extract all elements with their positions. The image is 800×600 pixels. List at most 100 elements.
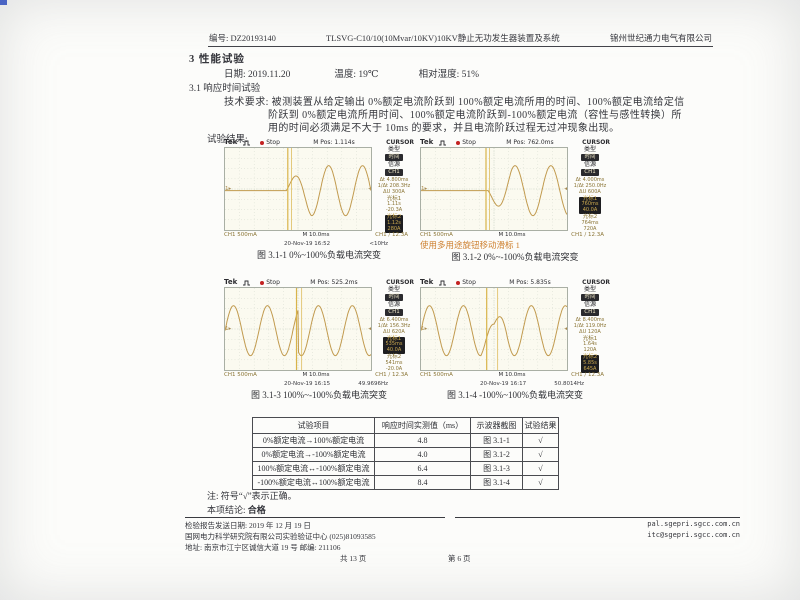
test-result-check: √ — [522, 433, 559, 448]
scope-datetime: 20-Nov-19 16:15 — [284, 381, 331, 387]
center-axes — [421, 148, 567, 230]
pages-total: 共 13 页 — [340, 554, 367, 563]
center-axes — [421, 288, 567, 370]
cursor-type-label: 类型 — [387, 146, 400, 153]
report-send-date: 检验报告发送日期: 2019 年 12 月 19 日 — [185, 521, 311, 530]
scan-artifact — [0, 0, 7, 5]
stop-label: Stop — [462, 139, 476, 146]
table-row: 100%额定电流↔-100%额定电流 6.4 图 3.1-3 √ — [252, 461, 559, 476]
red-stop-dot-icon — [456, 140, 461, 145]
waveform-canvas — [421, 148, 567, 230]
results-table: 试验项目 响应时间实测值（ms） 示波器截图 试验结果 0%额定电流→100%额定电流… — [252, 417, 559, 490]
trigger-frequency: <10Hz — [369, 241, 388, 247]
figure-ref: 图 3.1-1 — [470, 433, 523, 448]
scope-status-bar: Tek Stop M Pos: 5.835s CURSOR — [420, 278, 610, 287]
test-item: -100%额定电流↔100%额定电流 — [252, 475, 375, 490]
timebase-readout: M 10.0ms — [498, 372, 526, 378]
timebase-readout: M 10.0ms — [302, 372, 330, 378]
section-3-heading: 3 性能试验 — [189, 54, 245, 65]
figure-caption: 图 3.1-3 100%~-100%负载电流突变 — [250, 390, 388, 400]
table-row: 0%额定电流→-100%额定电流 4.0 图 3.1-2 √ — [252, 447, 559, 462]
channel-scale-readout: CH1 500mA — [420, 232, 453, 238]
square-pulse-icon — [243, 280, 251, 285]
doc-title: TLSVG-C10/10(10Mvar/10KV)10KV静止无功发生器装置及系… — [326, 33, 560, 43]
scope-graticule: 1▸ ◂ — [420, 287, 568, 371]
scope-status-bar: Tek Stop M Pos: 1.114s CURSOR — [224, 138, 414, 147]
scope-status-bar: Tek Stop M Pos: 762.0ms CURSOR — [420, 138, 610, 147]
figure-caption: 图 3.1-1 0%~100%负载电流突变 — [256, 250, 382, 260]
waveform-canvas — [225, 148, 371, 230]
delta-amp-readout: ΔU 600A — [579, 189, 601, 195]
cursor-source-button: CH1 — [385, 308, 403, 316]
scope-date-row: 20-Nov-19 16:15 49.9696Hz — [224, 380, 414, 389]
test-item: 0%额定电流→100%额定电流 — [252, 433, 375, 448]
scope-status-bar: Tek Stop M Pos: 525.2ms CURSOR — [224, 278, 414, 287]
temperature: 温度: 19℃ — [334, 70, 379, 80]
oscilloscope-screenshot: Tek Stop M Pos: 5.835s CURSOR 1▸ ◂ 类型 时间… — [420, 278, 610, 402]
waveform-canvas — [421, 288, 567, 370]
scope-graticule: 1▸ ◂ — [224, 287, 372, 371]
cursor-type-button: 时间 — [385, 153, 403, 161]
figure-caption: 图 3.1-2 0%~-100%负载电流突变 — [451, 252, 579, 262]
cursor-2-readout: 光标2 764ms 720A — [581, 214, 599, 232]
scope-bottom-bar: CH1 500mA M 10.0ms CH1 / 12.3A — [420, 231, 610, 240]
test-result-check: √ — [522, 461, 559, 476]
scope-datetime: 20-Nov-19 16:52 — [284, 241, 331, 247]
cursor-side-menu: 类型 时间 信源 CH1 Δt 4.800ms 1/Δt 208.3Hz ΔU … — [372, 146, 414, 233]
test-result-check: √ — [522, 475, 559, 490]
figure-ref: 图 3.1-3 — [470, 461, 523, 476]
scope-main: 1▸ ◂ 类型 时间 信源 CH1 Δt 8.400ms 1/Δt 119.0H… — [420, 286, 610, 373]
tek-logo: Tek — [224, 278, 238, 286]
knob-hint-text: 使用多用途旋钮移动滑标 1 — [420, 240, 520, 250]
oscilloscope-screenshot: Tek Stop M Pos: 762.0ms CURSOR 1▸ ◂ 类型 时… — [420, 138, 610, 264]
tech-requirement-line-1: 技术要求: 被测装置从给定输出 0%额定电流阶跃到 100%额定电流所用的时间、… — [224, 97, 685, 108]
delta-freq-readout: 1/Δt 250.0Hz — [573, 183, 607, 189]
center-axes — [225, 148, 371, 230]
cursor-side-menu: 类型 时间 信源 CH1 Δt 4.000ms 1/Δt 250.0Hz ΔU … — [568, 146, 610, 232]
figure-caption: 图 3.1-4 -100%~100%负载电流突变 — [446, 390, 584, 400]
response-time-ms: 4.8 — [374, 433, 471, 448]
cursor-1-readout: 光标1 1.11s -20.3A — [385, 195, 403, 214]
table-row: 0%额定电流→100%额定电流 4.8 图 3.1-1 √ — [252, 433, 559, 448]
delta-t-readout: Δt 4.000ms — [575, 177, 605, 183]
m-position-readout: M Pos: 525.2ms — [310, 279, 358, 286]
cursor-source-label: 信源 — [583, 301, 596, 308]
footer-rule-left — [185, 517, 445, 518]
scope-datetime: 20-Nov-19 16:17 — [480, 381, 527, 387]
cursor-source-label: 信源 — [583, 161, 596, 168]
figure-ref: 图 3.1-2 — [470, 447, 523, 462]
tek-logo: Tek — [420, 138, 434, 146]
m-position-readout: M Pos: 1.114s — [313, 139, 355, 146]
trigger-frequency: 49.9696Hz — [358, 381, 388, 387]
test-date: 日期: 2019.11.20 — [224, 70, 291, 80]
cursor-side-menu: 类型 时间 信源 CH1 Δt 8.400ms 1/Δt 119.0Hz ΔU … — [568, 286, 610, 373]
scope-graticule: 1▸ ◂ — [420, 147, 568, 231]
column-header: 试验项目 — [252, 417, 375, 434]
humidity: 相对湿度: 51% — [418, 70, 480, 80]
delta-amp-readout: ΔU 620A — [383, 329, 405, 335]
timebase-readout: M 10.0ms — [498, 232, 526, 238]
delta-t-readout: Δt 6.400ms — [379, 317, 409, 323]
channel-scale-readout: CH1 500mA — [224, 372, 257, 378]
conclusion-value: 合格 — [247, 505, 266, 515]
red-stop-dot-icon — [260, 140, 265, 145]
table-body: 0%额定电流→100%额定电流 4.8 图 3.1-1 √ 0%额定电流→-100%额定… — [252, 433, 559, 490]
cursor-1-readout: 光标1 760ms 40.0A — [579, 195, 601, 214]
cursor-1-readout: 光标1 535ms 40.0A — [383, 335, 405, 354]
scope-main: 1▸ ◂ 类型 时间 信源 CH1 Δt 4.800ms 1/Δt 208.3H… — [224, 146, 414, 233]
waveform-trace — [421, 165, 567, 217]
doc-number: 编号: DZ20193140 — [209, 33, 276, 43]
red-stop-dot-icon — [260, 280, 265, 285]
scope-graticule: 1▸ ◂ — [224, 147, 372, 231]
column-header: 试验结果 — [522, 417, 559, 434]
cursor-1-readout: 光标1 1.64s 120A — [582, 335, 598, 354]
scope-main: 1▸ ◂ 类型 时间 信源 CH1 Δt 4.000ms 1/Δt 250.0H… — [420, 146, 610, 232]
acquisition-status: Stop — [260, 278, 280, 287]
tech-requirement-line-2: 阶跃到 0%额定电流所用时间、100%额定电流阶跃到-100%额定电流（容性与感… — [268, 110, 682, 121]
waveform-canvas — [225, 288, 371, 370]
cursor-source-button: CH1 — [581, 168, 599, 176]
cursor-menu-title: CURSOR — [582, 139, 610, 146]
delta-amp-readout: ΔU 120A — [579, 329, 601, 335]
cursor-2-readout: 光标2 5.85s 645A — [580, 354, 600, 373]
